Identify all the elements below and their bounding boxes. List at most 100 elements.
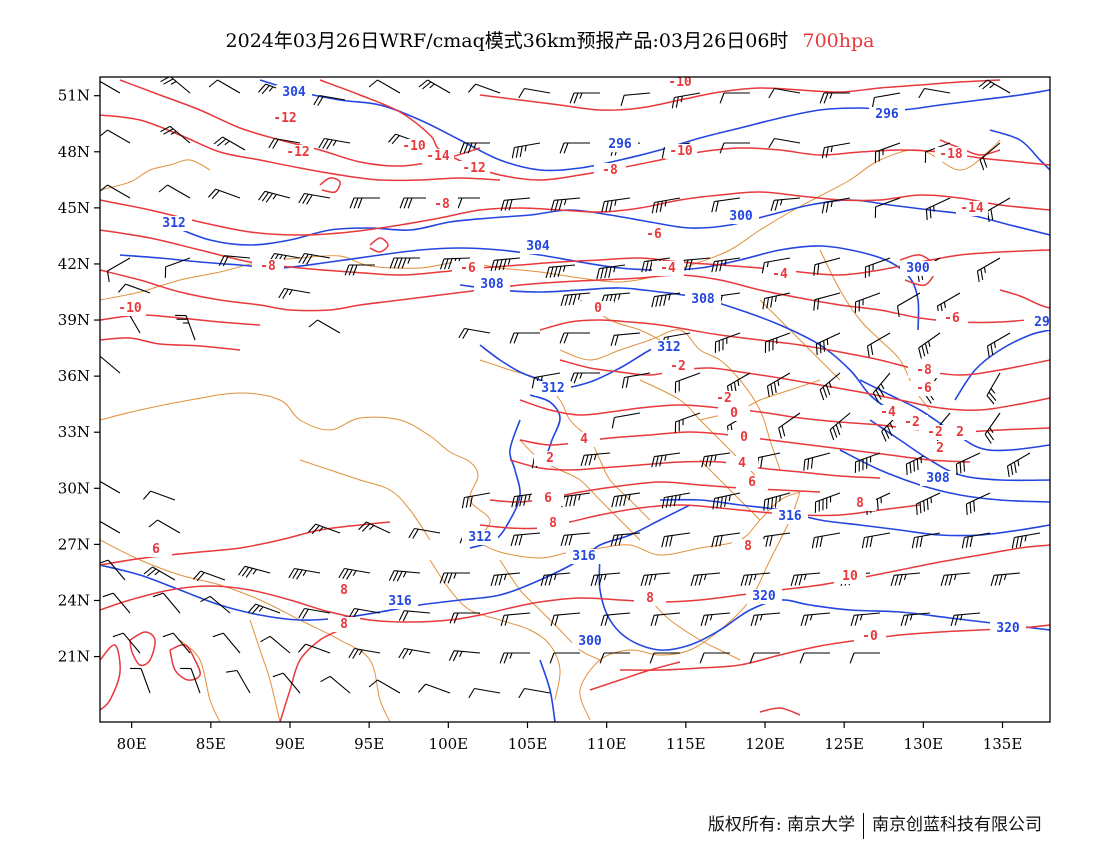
temperature-label: -8 [916, 363, 932, 378]
label-bg [936, 311, 968, 326]
temperature-contour [100, 314, 261, 326]
height-label: 320 [996, 621, 1020, 636]
wind-barb [459, 142, 490, 154]
temperature-label: 8 [646, 591, 654, 606]
wind-barb [448, 650, 481, 662]
wind-barb [950, 612, 981, 627]
temperature-label: -2 [670, 359, 686, 374]
wind-barb [213, 136, 246, 151]
chart-title: 2024年03月26日WRF/cmaq模式36km预报产品:03月26日06时 … [0, 26, 1100, 53]
label-bg [718, 406, 750, 421]
label-bg [685, 292, 721, 307]
height-label: 316 [572, 549, 596, 564]
wind-barb [800, 612, 831, 627]
lon-label: 130E [904, 735, 944, 753]
wind-barb [770, 197, 801, 212]
wind-barb [651, 292, 681, 308]
wind-barb [298, 252, 331, 265]
wind-barb [651, 197, 681, 214]
lat-label: 48N [58, 143, 90, 161]
height-label: 300 [578, 634, 602, 649]
temperature-label: 8 [744, 539, 752, 554]
wind-barb [640, 572, 671, 587]
temperature-label: -8 [602, 163, 618, 178]
height-contour [989, 129, 1050, 171]
label-bg [638, 227, 670, 242]
label-bg [908, 381, 940, 396]
wind-barb [100, 80, 121, 94]
label-bg [328, 617, 360, 632]
height-label: 300 [906, 261, 930, 276]
wind-barb [268, 137, 301, 149]
temperature-label: 8 [340, 583, 348, 598]
contour-labels: -12-12 -10-14-12-10-10-8-18-14-8-6-8 -6 -4-… [114, 75, 1050, 649]
wind-barb [100, 355, 121, 374]
wind-barb [674, 412, 701, 433]
wind-barb [671, 92, 701, 109]
wind-barb [288, 567, 321, 580]
wind-barb [590, 572, 621, 587]
wind-barb [561, 492, 591, 508]
label-bg [422, 149, 454, 164]
wind-barb [158, 184, 191, 199]
temperature-contour [559, 359, 1050, 411]
wind-barb [896, 292, 921, 317]
wind-barb [398, 647, 431, 659]
wind-barb [192, 570, 226, 582]
boundary-line [299, 459, 431, 541]
temperature-contours [100, 79, 1050, 722]
wind-barb [864, 257, 891, 278]
wind-barb [701, 452, 731, 468]
wind-barb [164, 257, 191, 278]
boundary-line [100, 392, 801, 559]
temperature-contour [589, 661, 681, 691]
height-label: 29 [1034, 315, 1050, 330]
wind-barb [984, 412, 1001, 444]
boundary-line [559, 329, 781, 471]
wind-barb [911, 532, 941, 549]
wind-barb [258, 190, 291, 203]
wind-barb [986, 332, 1011, 357]
wind-barb [200, 595, 231, 614]
temperature-contour [479, 79, 1001, 111]
wind-barb [1006, 452, 1031, 477]
wind-barb [398, 610, 431, 622]
label-bg [924, 441, 956, 456]
lat-label: 51N [58, 87, 90, 105]
temperature-label: -18 [939, 147, 963, 162]
wind-barb [866, 332, 891, 357]
wind-barb [986, 372, 1001, 405]
temperature-label: -14 [960, 201, 984, 216]
wind-barb [611, 412, 641, 429]
height-label: 308 [480, 277, 504, 292]
temperature-label: -10 [668, 75, 692, 90]
height-label: 316 [778, 509, 802, 524]
label-bg [572, 634, 608, 649]
lon-label: 120E [745, 735, 785, 753]
footer-separator [863, 812, 864, 839]
label-bg [990, 621, 1026, 636]
wind-barb [499, 652, 530, 664]
wind-barb [813, 292, 841, 311]
lon-label: 90E [275, 735, 305, 753]
wind-barb [861, 532, 891, 549]
wind-barb [510, 532, 541, 547]
wind-barb [872, 372, 891, 403]
label-bg [854, 629, 886, 644]
wind-barb [458, 327, 491, 339]
label-bg [535, 381, 571, 396]
label-bg [728, 430, 760, 445]
label-bg [534, 451, 566, 466]
height-contour [954, 329, 1050, 401]
label-bg [382, 594, 418, 609]
temperature-label: -8 [260, 259, 276, 274]
wind-barb [850, 612, 881, 627]
temperature-contour [100, 544, 1050, 623]
wind-barb [500, 612, 531, 627]
wind-barb [790, 572, 821, 587]
temperature-label: -2 [904, 415, 920, 430]
wind-barb [799, 652, 830, 664]
wind-barb [358, 521, 391, 534]
wind-barb [468, 687, 501, 699]
wind-barb [318, 137, 351, 150]
